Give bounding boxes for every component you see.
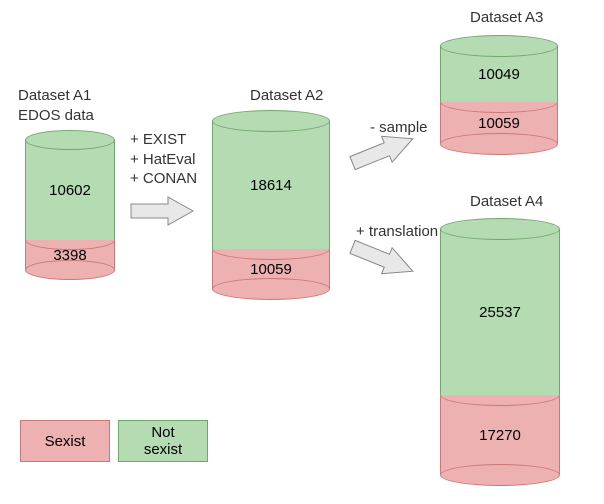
a2-sexist-value: 10059 (250, 261, 292, 278)
arrow1-line1: + EXIST (130, 131, 186, 148)
a3-not-sexist-value: 10049 (478, 66, 520, 83)
arrow-a2-a3 (345, 125, 425, 175)
legend-not-sexist-l2: sexist (144, 441, 182, 458)
legend-not-sexist: Not sexist (118, 420, 208, 462)
a1-not-sexist-value: 10602 (49, 182, 91, 199)
arrow-a1-a2 (128, 194, 198, 228)
a1-title: Dataset A1 (18, 87, 91, 104)
arrow1-line3: + CONAN (130, 170, 197, 187)
cylinder-a3: 10059 10049 (440, 35, 558, 165)
a4-title: Dataset A4 (470, 193, 543, 210)
legend-not-sexist-l1: Not (151, 424, 174, 441)
a1-subtitle: EDOS data (18, 107, 94, 124)
cylinder-a2: 10059 18614 (212, 110, 330, 300)
cylinder-a4: 17270 25537 (440, 218, 560, 498)
a4-not-sexist-value: 25537 (479, 304, 521, 321)
legend-sexist-label: Sexist (45, 433, 86, 450)
legend-sexist: Sexist (20, 420, 110, 462)
a4-sexist-value: 17270 (479, 427, 521, 444)
arrow1-line2: + HatEval (130, 151, 195, 168)
a3-sexist-value: 10059 (478, 115, 520, 132)
a2-not-sexist-value: 18614 (250, 177, 292, 194)
cylinder-a1: 3398 10602 (25, 130, 115, 280)
a2-title: Dataset A2 (250, 87, 323, 104)
arrow-a2-a4 (345, 235, 425, 285)
a3-title: Dataset A3 (470, 9, 543, 26)
